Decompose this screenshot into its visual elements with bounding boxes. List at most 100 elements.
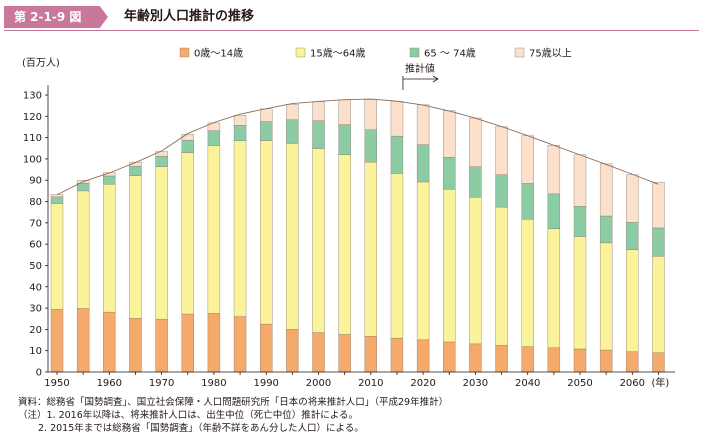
bar-segment xyxy=(573,154,587,207)
bar-segment xyxy=(76,308,90,373)
bar-segment xyxy=(443,341,456,373)
legend-item: 65 ～ 74歳 xyxy=(409,47,476,60)
bar-segment xyxy=(129,175,142,319)
bar-segment xyxy=(573,348,587,373)
bar-segment xyxy=(443,157,456,190)
bar-segment xyxy=(652,352,665,373)
legend-label: 15歳～64歳 xyxy=(310,48,365,60)
bar-stack-1965 xyxy=(129,161,142,373)
legend-swatch xyxy=(514,47,525,58)
bar-segment xyxy=(521,135,534,184)
legend-item: 75歳以上 xyxy=(514,47,572,60)
bar-segment xyxy=(338,124,351,155)
bar-segment xyxy=(416,104,430,145)
note-2: 2. 2015年までは総務省「国勢調査」（年齢不詳をあん分した人口）による。 xyxy=(38,423,364,434)
bar-stack-2020 xyxy=(416,104,430,373)
bar-stack-2015 xyxy=(390,101,404,373)
bar-segment xyxy=(286,329,299,373)
bar-segment xyxy=(443,110,456,158)
y-tick-label: 70 xyxy=(29,218,42,229)
bar-segment xyxy=(495,206,508,346)
bar-segment xyxy=(652,256,665,354)
legend-swatch xyxy=(179,47,190,58)
bar-segment xyxy=(103,184,116,313)
bar-segment xyxy=(469,197,482,345)
arrow-right-icon xyxy=(432,75,439,83)
legend-label: 65 ～ 74歳 xyxy=(424,48,476,60)
bar-segment xyxy=(626,174,639,223)
bar-segment xyxy=(181,152,194,315)
y-axis: 0 10 20 30 40 50 60 70 80 90 100 110 120 130 xyxy=(23,85,49,379)
bar-segment xyxy=(390,173,404,339)
bar-segment xyxy=(338,334,351,373)
x-tick-label: 1990 xyxy=(253,378,278,389)
legend-item: 0歳～14歳 xyxy=(179,47,243,60)
bar-segment xyxy=(599,242,613,351)
bar-segment xyxy=(260,108,273,122)
bar-stack-2050 xyxy=(573,154,587,373)
bar-stack-2000 xyxy=(312,101,325,373)
bar-segment xyxy=(181,139,194,153)
bar-segment xyxy=(286,104,299,120)
y-tick-label: 60 xyxy=(29,240,42,251)
bar-segment xyxy=(652,181,665,229)
bar-segment xyxy=(181,313,194,373)
bar-stack-2005 xyxy=(338,99,351,373)
bar-stack-1970 xyxy=(155,151,168,373)
bar-stack-2055 xyxy=(599,163,613,373)
bar-stack-1980 xyxy=(207,122,221,373)
x-tick-label: 2030 xyxy=(463,378,488,389)
bar-segment xyxy=(155,155,168,167)
header-divider xyxy=(4,30,699,31)
bar-segment xyxy=(547,347,561,373)
population-chart: (百万人) 0歳～14歳 15歳～64歳 65 ～ 74歳 75歳以上 0102030… xyxy=(22,47,675,389)
bar-segment xyxy=(416,144,430,183)
bars xyxy=(50,99,665,373)
bar-stack-2045 xyxy=(547,145,561,373)
bar-stack-2025 xyxy=(443,110,456,373)
bar-segment xyxy=(521,346,534,373)
bar-segment xyxy=(364,99,377,130)
x-tick-label: 1950 xyxy=(44,378,69,389)
legend-label: 0歳～14歳 xyxy=(194,48,243,60)
y-tick-label: 80 xyxy=(29,197,42,208)
bar-segment xyxy=(547,193,561,230)
figure-header: 第 2-1-9 図 年齢別人口推計の推移 xyxy=(0,6,703,31)
bar-segment xyxy=(312,101,325,121)
y-tick-label: 30 xyxy=(29,304,42,315)
x-axis: 1950 1960 1970 1980 1990 2000 2010 2020 2030 2040… xyxy=(44,371,675,389)
bar-segment xyxy=(390,135,404,174)
bar-segment xyxy=(50,309,64,373)
bar-segment xyxy=(260,140,273,325)
bar-segment xyxy=(626,351,639,373)
total-population-line xyxy=(56,98,659,196)
bar-stack-2030 xyxy=(469,117,482,373)
annotation-label: 推計値 xyxy=(405,62,435,75)
bar-segment xyxy=(521,219,534,347)
y-tick-label: 120 xyxy=(23,112,42,123)
legend-label: 75歳以上 xyxy=(529,48,572,60)
bar-stack-2065 xyxy=(652,181,665,373)
bar-segment xyxy=(521,183,534,220)
x-tick-label: 2020 xyxy=(410,378,435,389)
bar-stack-2040 xyxy=(521,135,534,373)
bar-segment xyxy=(129,318,142,373)
x-axis-unit-label: (年) xyxy=(652,376,670,389)
legend-swatch xyxy=(409,47,420,58)
bar-segment xyxy=(626,222,639,250)
bar-segment xyxy=(599,349,613,373)
bar-stack-1975 xyxy=(181,134,194,373)
bar-stack-1995 xyxy=(286,104,299,373)
bar-segment xyxy=(390,337,404,373)
y-axis-label: (百万人) xyxy=(22,57,60,69)
bar-segment xyxy=(233,115,247,126)
bar-segment xyxy=(495,345,508,373)
bar-segment xyxy=(286,119,299,144)
bar-segment xyxy=(155,166,168,320)
bar-segment xyxy=(103,175,116,185)
bar-stack-1960 xyxy=(103,172,116,373)
y-tick-label: 130 xyxy=(23,91,42,102)
bar-segment xyxy=(155,151,168,157)
bar-segment xyxy=(652,227,665,257)
bar-segment xyxy=(312,148,325,333)
